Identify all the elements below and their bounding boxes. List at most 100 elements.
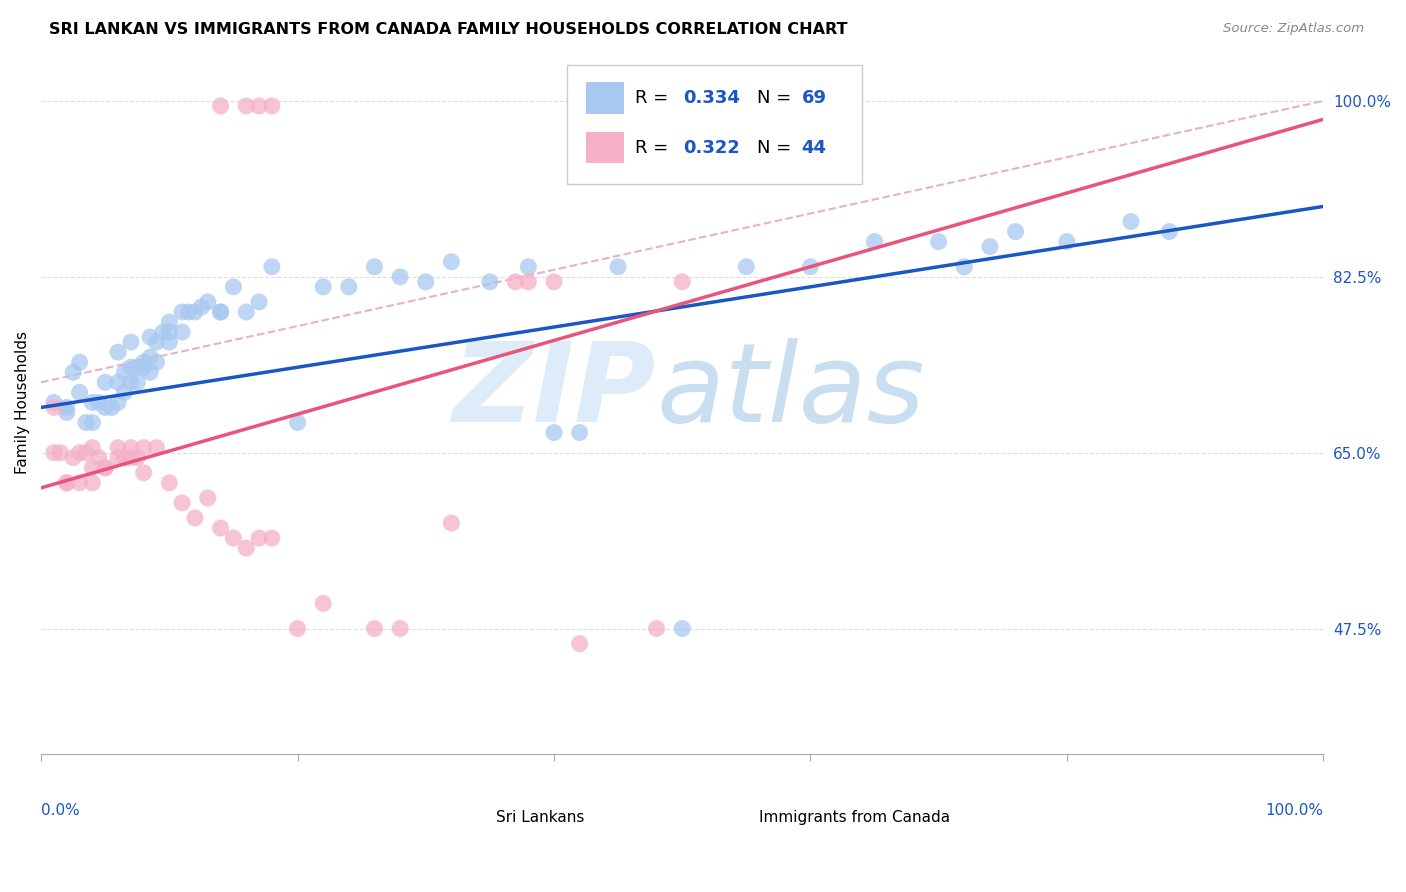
- Point: [132, 360, 155, 375]
- Point: [55, 475, 77, 490]
- Text: 0.334: 0.334: [683, 89, 741, 107]
- Point: [222, 531, 245, 545]
- Point: [287, 416, 309, 430]
- Point: [132, 441, 155, 455]
- Point: [235, 541, 257, 556]
- Point: [172, 325, 194, 339]
- Point: [87, 450, 110, 465]
- Point: [389, 269, 412, 284]
- Point: [157, 325, 180, 339]
- Point: [247, 294, 270, 309]
- Point: [75, 445, 97, 459]
- Point: [139, 365, 162, 379]
- Text: 100.0%: 100.0%: [1265, 804, 1323, 818]
- Point: [82, 441, 104, 455]
- Point: [177, 305, 200, 319]
- Point: [94, 460, 117, 475]
- Point: [953, 260, 976, 274]
- Point: [190, 300, 212, 314]
- Text: Sri Lankans: Sri Lankans: [496, 810, 585, 825]
- Point: [120, 360, 142, 375]
- Point: [114, 450, 136, 465]
- Point: [94, 376, 117, 390]
- Point: [69, 445, 91, 459]
- Text: 44: 44: [801, 139, 827, 157]
- Point: [1056, 235, 1078, 249]
- Point: [260, 99, 283, 113]
- Point: [139, 330, 162, 344]
- Point: [120, 335, 142, 350]
- Point: [82, 475, 104, 490]
- Point: [979, 240, 1001, 254]
- Point: [157, 475, 180, 490]
- Point: [247, 531, 270, 545]
- Point: [505, 275, 527, 289]
- Point: [94, 401, 117, 415]
- Point: [172, 496, 194, 510]
- Point: [197, 294, 219, 309]
- Point: [157, 335, 180, 350]
- Point: [107, 345, 129, 359]
- Point: [87, 395, 110, 409]
- Point: [671, 622, 693, 636]
- Point: [260, 531, 283, 545]
- Point: [184, 511, 207, 525]
- Point: [107, 441, 129, 455]
- Point: [235, 99, 257, 113]
- Point: [209, 99, 232, 113]
- Point: [440, 254, 463, 268]
- Point: [132, 355, 155, 369]
- Point: [799, 260, 821, 274]
- Point: [607, 260, 630, 274]
- Point: [145, 441, 167, 455]
- Point: [568, 425, 591, 440]
- Point: [312, 596, 335, 610]
- Text: R =: R =: [634, 89, 673, 107]
- Text: ZIP: ZIP: [453, 338, 657, 445]
- Point: [928, 235, 950, 249]
- Point: [100, 401, 122, 415]
- Point: [120, 441, 142, 455]
- Point: [415, 275, 437, 289]
- Point: [55, 401, 77, 415]
- Text: R =: R =: [634, 139, 673, 157]
- Point: [645, 622, 668, 636]
- Bar: [586, 82, 624, 114]
- Text: 0.322: 0.322: [683, 139, 741, 157]
- Point: [1119, 214, 1142, 228]
- Point: [75, 416, 97, 430]
- Y-axis label: Family Households: Family Households: [15, 331, 30, 474]
- Point: [145, 335, 167, 350]
- Text: N =: N =: [756, 89, 797, 107]
- Point: [127, 376, 149, 390]
- Point: [172, 305, 194, 319]
- Point: [209, 305, 232, 319]
- Point: [120, 450, 142, 465]
- Point: [1159, 225, 1181, 239]
- Point: [543, 425, 565, 440]
- Point: [389, 622, 412, 636]
- Point: [260, 260, 283, 274]
- Bar: [586, 132, 624, 163]
- Point: [42, 401, 65, 415]
- Bar: [714, 807, 751, 830]
- Point: [62, 365, 84, 379]
- Text: 0.0%: 0.0%: [41, 804, 80, 818]
- Point: [517, 260, 540, 274]
- Point: [69, 355, 91, 369]
- Point: [82, 395, 104, 409]
- Text: 69: 69: [801, 89, 827, 107]
- Point: [69, 385, 91, 400]
- Point: [42, 445, 65, 459]
- Point: [287, 622, 309, 636]
- FancyBboxPatch shape: [567, 65, 862, 185]
- Point: [114, 365, 136, 379]
- Text: SRI LANKAN VS IMMIGRANTS FROM CANADA FAMILY HOUSEHOLDS CORRELATION CHART: SRI LANKAN VS IMMIGRANTS FROM CANADA FAM…: [49, 22, 848, 37]
- Bar: [451, 807, 488, 830]
- Point: [735, 260, 758, 274]
- Point: [568, 637, 591, 651]
- Point: [222, 280, 245, 294]
- Point: [209, 521, 232, 535]
- Point: [62, 450, 84, 465]
- Point: [517, 275, 540, 289]
